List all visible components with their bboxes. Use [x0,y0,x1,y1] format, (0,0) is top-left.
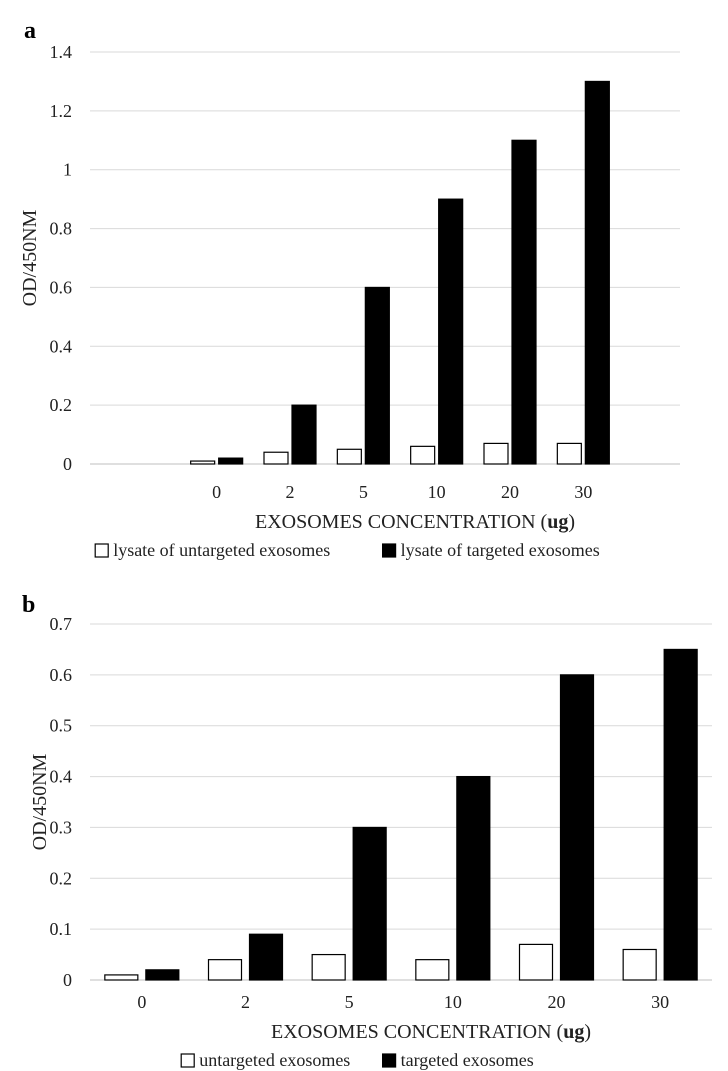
y-tick-label: 0.4 [50,336,73,356]
y-tick-label: 0.2 [50,868,73,888]
legend-swatch-targeted [382,1053,397,1068]
y-tick-label: 0.2 [50,395,73,415]
bar-targeted-20 [511,139,537,465]
bar-targeted-5 [364,286,390,465]
bar-untargeted-0 [104,974,139,981]
y-tick-label: 0 [63,970,72,990]
bar-untargeted-5 [311,953,346,981]
x-tick-label: 20 [548,992,566,1012]
bar-untargeted-10 [410,445,436,465]
x-tick-label: 10 [428,482,446,502]
bar-untargeted-30 [622,948,657,981]
legend-swatch-untargeted [180,1053,195,1068]
x-tick-label: 2 [241,992,250,1012]
legend-label-targeted: targeted exosomes [401,1050,534,1070]
bar-targeted-30 [663,648,698,981]
panel-label: a [24,18,36,44]
bar-targeted-10 [438,198,464,465]
bar-untargeted-2 [263,451,289,465]
legend-label-untargeted: lysate of untargeted exosomes [113,540,330,560]
x-tick-label: 0 [137,992,146,1012]
bar-untargeted-20 [518,943,554,981]
x-tick-label: 10 [444,992,462,1012]
x-axis-title: EXOSOMES CONCENTRATION (ug) [255,511,575,533]
chart-panel-a: a 0 0.2 0.4 0.6 0.8 1 1.2 1.4 OD/450NM 0 2 5 10 20 30 EX… [19,18,680,560]
y-tick-label: 0 [63,454,72,474]
y-tick-label: 0.4 [50,767,73,787]
bar-targeted-30 [584,80,610,465]
x-tick-label: 30 [574,482,592,502]
x-tick-label: 2 [286,482,295,502]
bar-targeted-0 [145,969,180,981]
y-axis-title: OD/450NM [29,753,51,850]
y-tick-label: 0.8 [50,219,73,239]
legend: lysate of untargeted exosomes lysate of t… [94,540,600,560]
y-tick-label: 1 [63,160,72,180]
bar-targeted-2 [291,404,317,465]
y-tick-label: 0.5 [50,716,73,736]
chart-panel-b: b 0 0.1 0.2 0.3 0.4 0.5 0.6 0.7 OD/450NM 0 2 5 10 20 30… [22,592,712,1070]
x-tick-label: 20 [501,482,519,502]
bar-untargeted-0 [190,460,216,465]
y-tick-label: 0.3 [50,817,73,837]
bar-targeted-5 [352,826,387,981]
panel-label: b [22,592,35,618]
bar-untargeted-30 [556,442,582,465]
bar-untargeted-20 [483,442,509,465]
legend-swatch-targeted [382,543,397,558]
bar-untargeted-2 [207,959,243,981]
bar-untargeted-10 [415,959,450,981]
bar-targeted-10 [456,775,491,981]
legend-swatch-untargeted [94,543,109,558]
bar-targeted-20 [559,674,595,981]
bar-targeted-0 [218,457,244,465]
legend: untargeted exosomes targeted exosomes [180,1050,534,1070]
y-tick-label: 1.4 [50,42,73,62]
x-tick-label: 0 [212,482,221,502]
y-tick-label: 0.6 [50,665,73,685]
x-tick-label: 5 [359,482,368,502]
legend-label-untargeted: untargeted exosomes [199,1050,350,1070]
y-axis-title: OD/450NM [19,209,41,306]
x-axis-title: EXOSOMES CONCENTRATION (ug) [271,1021,591,1043]
x-tick-label: 30 [651,992,669,1012]
y-tick-label: 0.6 [50,277,73,297]
bar-untargeted-5 [336,448,362,465]
x-tick-label: 5 [345,992,354,1012]
y-tick-label: 0.1 [50,919,73,939]
y-tick-label: 1.2 [50,101,73,121]
bar-targeted-2 [248,933,284,981]
legend-label-targeted: lysate of targeted exosomes [401,540,600,560]
y-tick-label: 0.7 [50,614,73,634]
